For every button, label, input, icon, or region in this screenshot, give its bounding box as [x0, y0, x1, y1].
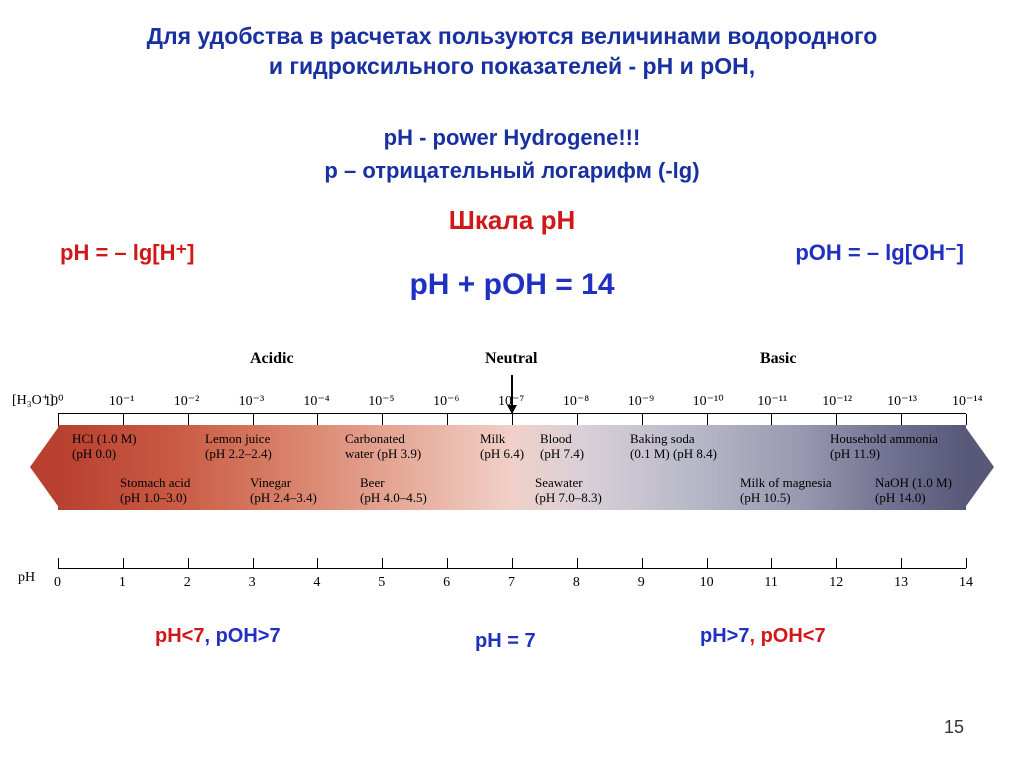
h3o-tick: [577, 414, 578, 425]
example-label: Beer(pH 4.0–4.5): [360, 476, 427, 506]
ph-tick: [58, 558, 59, 568]
ph-tick-label: 12: [829, 575, 843, 591]
ph-tick-label: 2: [184, 575, 191, 591]
h3o-tick-label: 10⁻¹⁰: [693, 393, 724, 410]
h3o-tick: [512, 414, 513, 425]
h3o-tick-label: 10⁻¹⁴: [952, 393, 982, 410]
ph-tick: [966, 558, 967, 568]
slide-title-l1: Для удобства в расчетах пользуются велич…: [0, 0, 1024, 52]
h3o-tick-label: 10⁻⁹: [628, 393, 654, 410]
ph-tick-label: 11: [764, 575, 777, 591]
ph-tick-label: 9: [638, 575, 645, 591]
region-acidic: Acidic: [250, 350, 294, 368]
h3o-tick: [901, 414, 902, 425]
slide-title-l2: и гидроксильного показателей - рН и рОН,: [0, 52, 1024, 82]
example-label: NaOH (1.0 M)(pH 14.0): [875, 476, 952, 506]
ph-tick-label: 14: [959, 575, 973, 591]
h3o-tick: [447, 414, 448, 425]
ph-tick: [901, 558, 902, 568]
h3o-tick-label: 10⁻⁴: [303, 393, 329, 410]
ph-tick-label: 5: [378, 575, 385, 591]
ph-tick: [447, 558, 448, 568]
condition-acidic: pH<7, pOH>7: [155, 625, 281, 648]
ph-tick: [382, 558, 383, 568]
h3o-tick-label: 10⁻⁸: [563, 393, 589, 410]
subtitle-log: p – отрицательный логарифм (-lg): [0, 158, 1024, 184]
ph-axis-label: pH: [18, 570, 35, 586]
ph-tick-label: 7: [508, 575, 515, 591]
h3o-tick: [707, 414, 708, 425]
ph-tick-label: 3: [249, 575, 256, 591]
h3o-tick: [317, 414, 318, 425]
h3o-tick: [253, 414, 254, 425]
h3o-tick-label: 10⁻⁶: [433, 393, 459, 410]
ph-tick: [707, 558, 708, 568]
condition-neutral: pH = 7: [475, 630, 536, 653]
ph-tick: [512, 558, 513, 568]
h3o-tick: [836, 414, 837, 425]
h3o-tick: [188, 414, 189, 425]
example-label: Stomach acid(pH 1.0–3.0): [120, 476, 190, 506]
example-label: Milk of magnesia(pH 10.5): [740, 476, 832, 506]
example-label: Carbonatedwater (pH 3.9): [345, 432, 421, 462]
h3o-tick-label: 10⁻¹³: [887, 393, 917, 410]
ph-tick-label: 8: [573, 575, 580, 591]
example-label: HCl (1.0 M)(pH 0.0): [72, 432, 137, 462]
region-basic: Basic: [760, 350, 796, 368]
ph-tick: [123, 558, 124, 568]
h3o-tick: [771, 414, 772, 425]
ph-tick-label: 13: [894, 575, 908, 591]
example-label: Blood(pH 7.4): [540, 432, 584, 462]
h3o-tick-label: 10⁻⁷: [498, 393, 524, 410]
ph-tick-label: 10: [700, 575, 714, 591]
ph-tick-label: 6: [443, 575, 450, 591]
h3o-tick-label: 10⁻³: [239, 393, 265, 410]
ph-tick: [771, 558, 772, 568]
condition-basic: pH>7, pOH<7: [700, 625, 826, 648]
ph-tick: [836, 558, 837, 568]
h3o-tick-label: 10⁻²: [174, 393, 200, 410]
ph-tick-label: 0: [54, 575, 61, 591]
h3o-tick: [966, 414, 967, 425]
ph-tick: [577, 558, 578, 568]
h3o-tick-label: 10⁻¹²: [822, 393, 852, 410]
example-label: Milk(pH 6.4): [480, 432, 524, 462]
example-label: Baking soda(0.1 M) (pH 8.4): [630, 432, 717, 462]
example-label: Vinegar(pH 2.4–3.4): [250, 476, 317, 506]
h3o-tick-label: 10⁻¹: [109, 393, 135, 410]
arrow-right-icon: [964, 425, 994, 509]
h3o-tick: [123, 414, 124, 425]
h3o-tick: [642, 414, 643, 425]
arrow-left-icon: [30, 425, 60, 509]
subtitle-power: pH - power Hydrogene!!!: [0, 125, 1024, 151]
ph-tick: [188, 558, 189, 568]
h3o-tick-label: 10⁻¹¹: [757, 393, 787, 410]
ph-tick: [253, 558, 254, 568]
ph-axis-line: [58, 568, 966, 569]
example-label: Household ammonia(pH 11.9): [830, 432, 938, 462]
h3o-tick-label: 10⁰: [44, 393, 64, 410]
region-neutral: Neutral: [485, 350, 537, 368]
ph-tick: [642, 558, 643, 568]
ph-tick-label: 1: [119, 575, 126, 591]
example-label: Seawater(pH 7.0–8.3): [535, 476, 602, 506]
h3o-tick: [58, 414, 59, 425]
h3o-tick: [382, 414, 383, 425]
h3o-tick-label: 10⁻⁵: [368, 393, 394, 410]
poh-formula: pOH = – lg[OH⁻]: [795, 240, 964, 266]
sum-formula: рН + рОН = 14: [0, 268, 1024, 302]
ph-formula: pH = – lg[H⁺]: [60, 240, 194, 266]
scale-heading: Шкала рН: [0, 205, 1024, 236]
example-label: Lemon juice(pH 2.2–2.4): [205, 432, 272, 462]
ph-tick-label: 4: [313, 575, 320, 591]
ph-tick: [317, 558, 318, 568]
page-number: 15: [944, 717, 964, 738]
